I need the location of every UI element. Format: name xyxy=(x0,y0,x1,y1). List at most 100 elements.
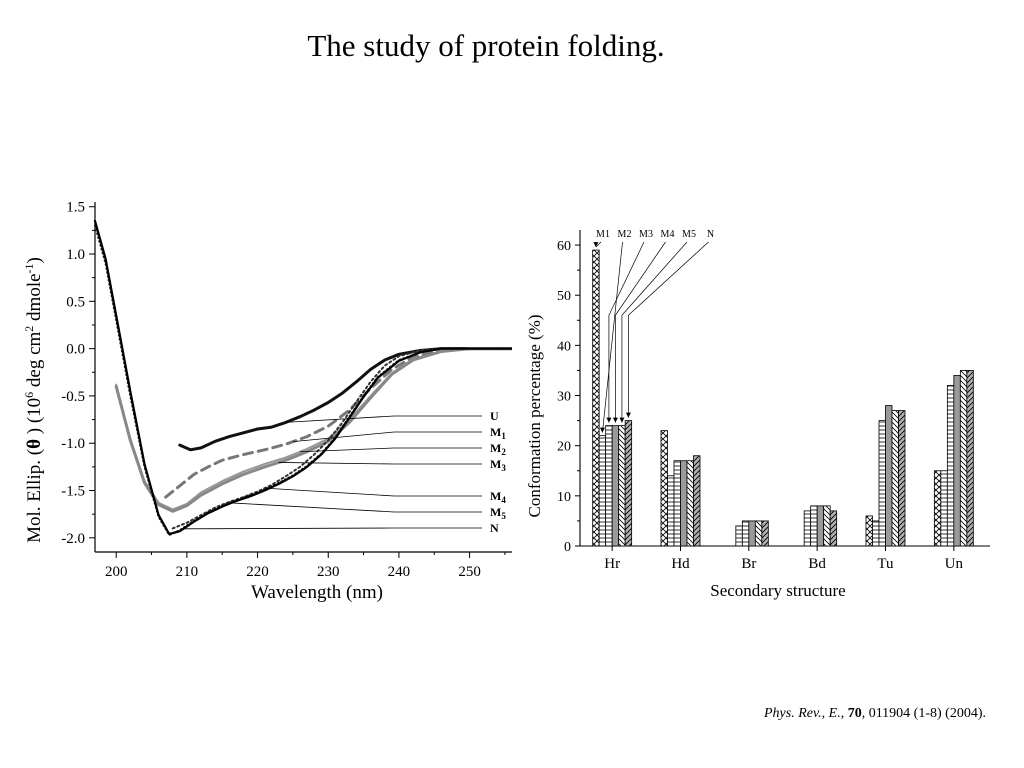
bar-m4-hd xyxy=(680,460,688,547)
series-line-m3 xyxy=(114,347,512,513)
legend-arrowhead xyxy=(593,242,599,248)
legend-label-m5: M5 xyxy=(682,229,696,240)
bar-m5-hr xyxy=(618,425,626,547)
legend-arrowhead xyxy=(606,417,612,423)
bar-m4-br xyxy=(748,520,756,547)
legend-arrow-line xyxy=(595,241,602,248)
left-x-tick-label: 200 xyxy=(105,564,128,580)
left-y-tick-label: -0.5 xyxy=(61,389,85,405)
bar-m1-tu xyxy=(865,515,873,547)
series-line-m4 xyxy=(171,347,512,530)
left-x-tick-label: 230 xyxy=(317,564,340,580)
bar-m1-un xyxy=(933,470,942,547)
bar-m4-un xyxy=(953,375,961,547)
bar-m5-un xyxy=(959,370,968,547)
bar-m4-tu xyxy=(885,405,893,547)
bar-m4-hr xyxy=(611,425,620,547)
left-xlabel: Wavelength (nm) xyxy=(251,582,383,603)
right-y-tick-label: 50 xyxy=(557,289,571,304)
left-y-tick-label: -2.0 xyxy=(61,531,85,547)
bar-m3-br xyxy=(741,520,750,547)
legend-leader-line xyxy=(264,487,482,497)
legend-arrowhead xyxy=(625,412,631,418)
left-y-tick-label: -1.5 xyxy=(61,484,85,500)
legend-label-m4: M4 xyxy=(490,489,506,505)
right-x-tick-label: Br xyxy=(741,556,756,572)
left-y-tick-label: 0.0 xyxy=(66,342,85,358)
series-line-m5 xyxy=(94,224,512,536)
right-y-tick-label: 10 xyxy=(557,490,571,505)
left-y-tick-label: -1.0 xyxy=(61,436,85,452)
bar-m3-tu xyxy=(878,420,886,547)
bar-n-hd xyxy=(693,455,701,547)
legend-leader-line xyxy=(299,447,482,453)
bar-n-bd xyxy=(829,510,838,547)
right-y-tick-label: 40 xyxy=(557,339,571,354)
bar-n-tu xyxy=(898,410,906,547)
left-x-tick-label: 240 xyxy=(388,564,411,580)
legend-arrowhead xyxy=(612,417,618,423)
legend-label-m3: M3 xyxy=(490,457,506,473)
legend-arrow-line xyxy=(621,241,688,423)
citation: Phys. Rev., E., 70, 011904 (1-8) (2004). xyxy=(764,706,986,722)
left-x-tick-label: 210 xyxy=(176,564,199,580)
left-x-tick-label: 220 xyxy=(246,564,269,580)
bar-n-br xyxy=(761,520,769,547)
bar-m2-bd xyxy=(803,510,812,547)
left-x-tick-label: 250 xyxy=(458,564,481,580)
legend-arrow-line xyxy=(615,241,666,423)
left-y-tick-label: 1.0 xyxy=(66,247,85,263)
right-y-tick-label: 0 xyxy=(564,540,571,555)
secondary-structure-chart: Conformation percentage (%) 0 10 20 30 40 50 6… xyxy=(525,229,990,600)
bar-m2-hr xyxy=(598,435,607,547)
series-line-m2 xyxy=(115,347,512,511)
right-xlabel: Secondary structure xyxy=(710,581,845,600)
bar-n-hr xyxy=(624,420,633,547)
legend-leader-line xyxy=(229,502,482,513)
legend-arrow-line xyxy=(608,241,645,423)
legend-label-m4: M4 xyxy=(661,229,675,240)
bar-m3-hr xyxy=(605,425,613,547)
bar-m2-br xyxy=(735,525,743,547)
citation-sep: , xyxy=(840,706,848,721)
right-x-tick-label: Tu xyxy=(877,556,894,572)
legend-label-m1: M1 xyxy=(490,425,506,441)
citation-volume: 70 xyxy=(847,706,862,721)
legend-label-m2: M2 xyxy=(490,441,506,457)
series-line-m1 xyxy=(164,347,512,499)
legend-leader-line xyxy=(285,415,482,423)
bar-m5-bd xyxy=(823,505,831,547)
bar-m5-tu xyxy=(891,410,899,547)
right-x-tick-label: Bd xyxy=(808,556,826,572)
right-x-tick-label: Un xyxy=(945,556,964,572)
bar-m4-bd xyxy=(816,505,825,547)
legend-arrow-line xyxy=(628,241,709,418)
legend-label-m5: M5 xyxy=(490,505,506,521)
left-y-tick-label: 0.5 xyxy=(66,294,85,310)
bar-m2-tu xyxy=(872,520,880,547)
legend-arrow-line xyxy=(602,241,623,433)
bar-m2-un xyxy=(940,470,948,547)
left-y-tick-label: 1.5 xyxy=(66,200,85,216)
right-y-tick-label: 30 xyxy=(557,390,571,405)
legend-label-m2: M2 xyxy=(618,229,632,240)
bar-n-un xyxy=(966,370,974,547)
right-x-tick-label: Hr xyxy=(604,556,620,572)
right-y-tick-label: 60 xyxy=(557,239,571,254)
legend-arrowhead xyxy=(619,417,625,423)
series-line-u xyxy=(178,347,512,452)
bar-m3-bd xyxy=(810,505,818,547)
bar-m5-br xyxy=(754,520,763,547)
bar-m1-hd xyxy=(660,430,668,547)
bar-m3-hd xyxy=(673,460,681,547)
bar-m1-hr xyxy=(592,249,600,547)
legend-label-n: N xyxy=(707,229,714,240)
series-line-n xyxy=(93,219,512,536)
legend-arrowhead xyxy=(599,427,605,433)
legend-leader-line xyxy=(292,431,482,443)
right-ylabel: Conformation percentage (%) xyxy=(525,315,544,518)
bar-m5-hd xyxy=(686,460,694,547)
bar-m3-un xyxy=(946,385,955,547)
bar-m2-hd xyxy=(667,475,675,547)
slide-title: The study of protein folding. xyxy=(307,28,665,63)
